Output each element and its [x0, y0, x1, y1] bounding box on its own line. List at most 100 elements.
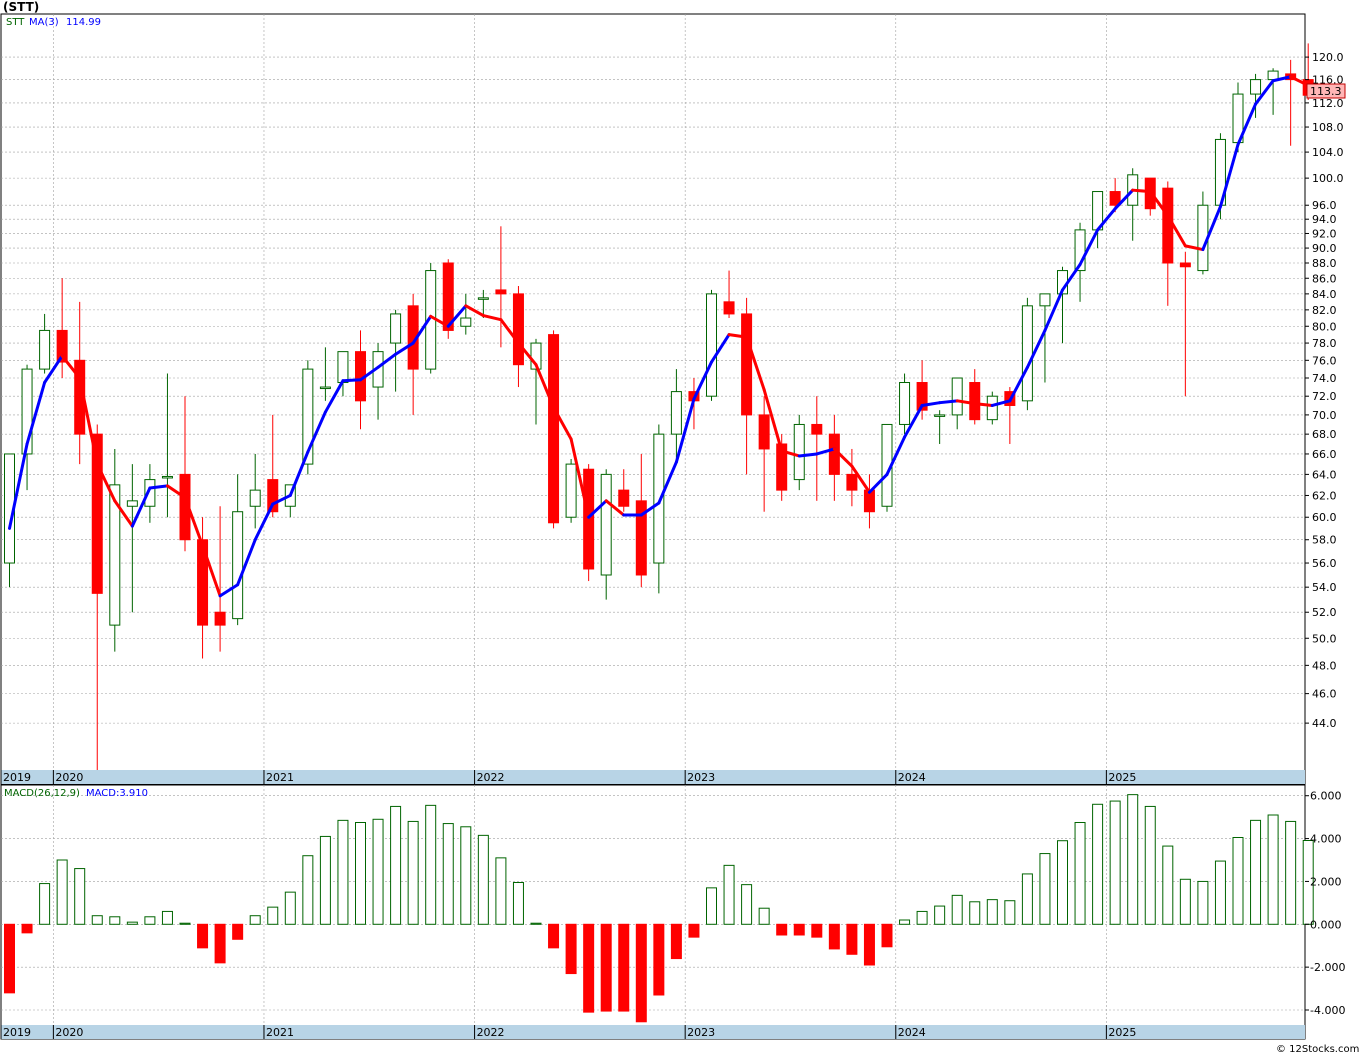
ma-segment [1113, 188, 1135, 211]
ma-segment [1025, 328, 1047, 369]
macd-bar [600, 923, 612, 1012]
candle [91, 424, 103, 770]
macd-bar [986, 899, 998, 925]
candle [161, 373, 173, 518]
macd-bar [828, 923, 840, 950]
candle [390, 309, 402, 392]
macd-y-axis: -4.000 -2.000 0.000 2.000 4.000 6.000 [1305, 790, 1345, 1017]
candle-body [916, 382, 928, 411]
price-panel: 2019 2020 2021 2022 2023 2024 2025 44.0 46.0 48.… [0, 13, 1346, 785]
ma-segment [710, 333, 731, 364]
ma-segment [832, 447, 854, 468]
ma-segment [867, 472, 889, 494]
price-tick-label: 68.0 [1312, 428, 1337, 441]
ma-segment [1096, 207, 1117, 232]
ma-segment [587, 499, 608, 519]
macd-bar [811, 923, 823, 938]
ma-segment [692, 360, 713, 401]
macd-bar [372, 818, 384, 925]
candle [1250, 73, 1262, 118]
candle-body [390, 313, 402, 344]
macd-tick-label: 6.000 [1310, 790, 1342, 803]
candle-body [512, 293, 524, 366]
ma-segment [481, 314, 503, 322]
macd-bar [583, 923, 595, 1013]
candle-body [56, 329, 68, 363]
ma-segment [394, 341, 415, 356]
ma-segment [1148, 190, 1170, 218]
ma-segment [43, 354, 64, 385]
ma-segment [938, 399, 959, 405]
price-tick-label: 60.0 [1312, 511, 1337, 524]
ma-legend-value: 114.99 [66, 17, 101, 28]
macd-bar [530, 922, 542, 925]
candle-body [495, 289, 507, 295]
chart-symbol-title: (STT) [3, 0, 39, 14]
candle [776, 434, 788, 501]
candle [741, 297, 753, 475]
macd-bar [460, 826, 472, 925]
ma-segment [569, 437, 591, 519]
macd-bar [4, 923, 15, 994]
price-tick-label: 74.0 [1312, 372, 1337, 385]
ma-segment [341, 378, 362, 383]
candle [565, 459, 577, 523]
candle-body [723, 301, 735, 315]
macd-bar [1057, 840, 1068, 925]
last-price-badge: 113.3 [1306, 83, 1346, 99]
candle-body [1021, 305, 1033, 402]
macd-legend-value: MACD:3.910 [86, 788, 148, 799]
candle [39, 313, 51, 374]
macd-bar [565, 923, 577, 975]
price-tick-label: 78.0 [1312, 337, 1337, 350]
price-year-labels: 2019 2020 2021 2022 2023 2024 2025 [0, 770, 1136, 784]
price-tick-label: 48.0 [1312, 659, 1337, 672]
ma-segment [306, 410, 327, 454]
ma-segment [885, 435, 907, 476]
macd-bar [1127, 794, 1139, 925]
candle-body [670, 391, 682, 435]
macd-tick-label: -2.000 [1310, 961, 1345, 974]
macd-year-label: 2023 [687, 1026, 715, 1039]
price-tick-label: 92.0 [1312, 227, 1337, 240]
macd-bar [1092, 803, 1104, 925]
macd-bar [1232, 837, 1244, 925]
macd-bar [618, 923, 630, 1012]
candle [512, 286, 524, 388]
candle [548, 330, 560, 529]
macd-bar [1179, 878, 1191, 925]
macd-bar [214, 923, 226, 964]
macd-bar [1197, 880, 1209, 925]
price-tick-label: 58.0 [1312, 534, 1337, 547]
macd-bar [302, 855, 314, 925]
ma-segment [165, 484, 187, 500]
candle-body [302, 368, 314, 465]
candle [232, 474, 244, 626]
macd-bar [776, 923, 788, 936]
macd-bar [319, 835, 331, 925]
candle-body [91, 433, 103, 594]
candle-body [846, 473, 858, 491]
macd-bar [249, 915, 261, 925]
price-year-label: 2020 [55, 771, 83, 784]
candle-body [548, 334, 560, 524]
candle [1179, 251, 1191, 397]
candle-body [1039, 293, 1051, 307]
macd-bar [1021, 873, 1033, 925]
macd-bar [1250, 819, 1262, 925]
macd-bar [267, 906, 279, 925]
macd-year-band [1, 1025, 1305, 1039]
price-tick-label: 72.0 [1312, 390, 1337, 403]
candle-body [214, 611, 226, 626]
macd-bar [723, 864, 735, 925]
candle-body [21, 368, 33, 455]
price-tick-label: 86.0 [1312, 272, 1337, 285]
watermark: © 12Stocks.com [1276, 1044, 1359, 1055]
candle [934, 410, 946, 444]
ma-segment [1289, 75, 1310, 87]
candle [618, 469, 630, 512]
macd-bar [1285, 820, 1297, 925]
price-tick-label: 84.0 [1312, 288, 1337, 301]
price-grid [1, 14, 1305, 770]
candle-body [267, 479, 279, 513]
